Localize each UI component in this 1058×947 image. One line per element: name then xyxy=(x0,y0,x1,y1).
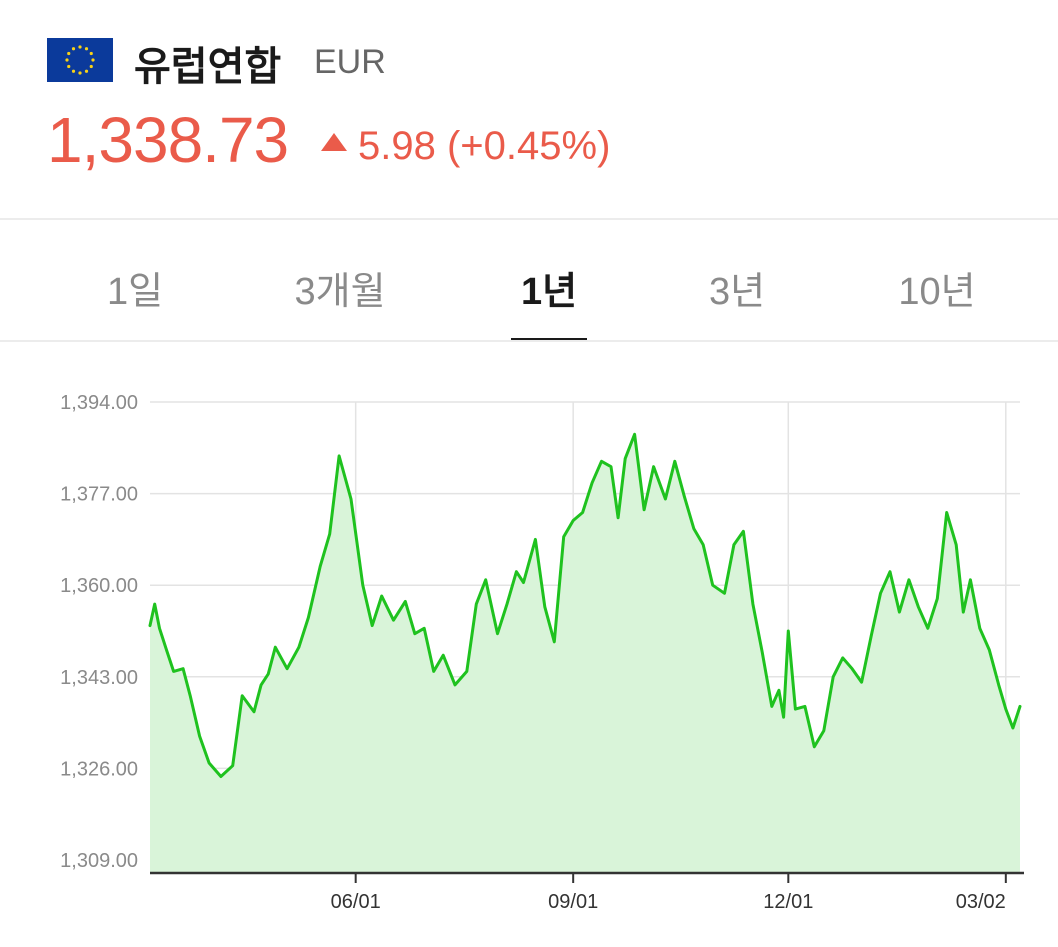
currency-code: EUR xyxy=(314,43,386,81)
flag-star xyxy=(89,51,93,56)
flag-star xyxy=(71,69,76,73)
tab-3-years[interactable]: 3년 xyxy=(708,271,766,313)
flag-star xyxy=(84,47,89,51)
tab-1-year[interactable]: 1년 xyxy=(520,271,578,313)
flag-star xyxy=(89,64,93,69)
change-percent: (+0.45%) xyxy=(446,124,611,168)
header-divider xyxy=(0,218,1058,220)
flag-star xyxy=(65,58,69,62)
active-tab-indicator xyxy=(511,338,587,341)
flag-star xyxy=(78,45,82,49)
x-tick-label: 09/01 xyxy=(548,891,598,913)
exchange-rate-chart: 1,394.00 1,377.00 1,360.00 1,343.00 1,326.00… xyxy=(60,392,1024,913)
period-tabs: 1일 3개월 1년 3년 10년 xyxy=(0,220,1058,341)
y-tick-label: 1,343.00 xyxy=(60,667,138,689)
tabs-divider xyxy=(0,340,1058,342)
x-tick-label: 03/02 xyxy=(956,891,1006,913)
currency-name: 유럽연합 xyxy=(134,45,282,89)
flag-star xyxy=(67,51,71,56)
series-line xyxy=(148,432,1022,778)
exchange-rate: 1,338.73 xyxy=(47,104,289,176)
y-tick-label: 1,326.00 xyxy=(60,758,138,780)
flag-star xyxy=(84,69,89,73)
x-tick-label: 12/01 xyxy=(763,891,813,913)
eu-flag-icon xyxy=(47,38,113,82)
y-tick-label: 1,377.00 xyxy=(60,484,138,506)
change-amount: 5.98 xyxy=(358,124,436,168)
tab-1-day[interactable]: 1일 xyxy=(106,271,164,313)
x-tick-label: 06/01 xyxy=(331,891,381,913)
flag-star xyxy=(78,71,82,75)
y-tick-label: 1,309.00 xyxy=(60,850,138,872)
flag-star xyxy=(91,58,95,62)
up-arrow-icon xyxy=(321,133,347,151)
flag-star xyxy=(67,64,71,69)
y-tick-label: 1,360.00 xyxy=(60,575,138,597)
currency-header: 유럽연합 EUR 1,338.73 5.98 (+0.45%) xyxy=(0,0,1058,218)
series-area xyxy=(150,434,1020,873)
flag-star xyxy=(71,47,76,51)
tab-10-years[interactable]: 10년 xyxy=(898,271,976,313)
change-value: 5.98 (+0.45%) xyxy=(358,124,610,169)
y-tick-label: 1,394.00 xyxy=(60,392,138,414)
tab-3-months[interactable]: 3개월 xyxy=(294,271,386,313)
